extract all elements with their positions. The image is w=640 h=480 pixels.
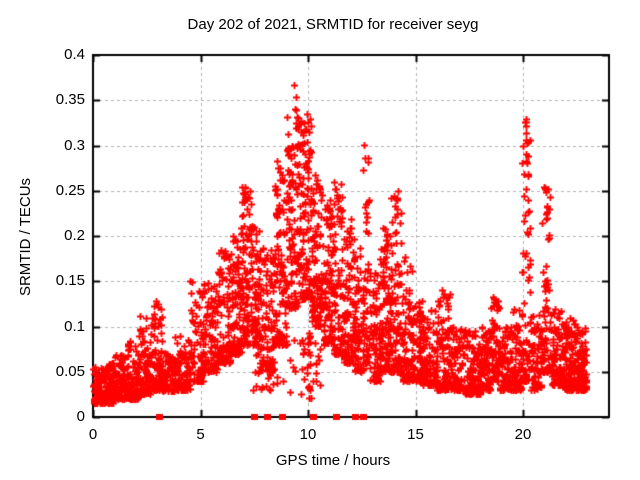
x-tick-label: 15 (407, 426, 424, 443)
y-tick-label: 0.05 (55, 362, 85, 380)
x-tick-label: 0 (88, 426, 98, 443)
y-tick-label: 0.3 (64, 136, 85, 154)
chart-title: Day 202 of 2021, SRMTID for receiver sey… (187, 16, 479, 33)
y-tick-label: 0.1 (64, 317, 85, 335)
x-tick-label: 20 (514, 426, 532, 443)
y-tick-label: 0.35 (55, 91, 85, 109)
y-tick-label: 0.25 (55, 181, 85, 199)
x-tick-label: 5 (196, 426, 205, 443)
y-tick-label: 0.4 (64, 46, 85, 63)
y-tick-label: 0.15 (55, 272, 85, 290)
x-tick-label: 10 (299, 426, 317, 443)
x-axis-label: GPS time / hours (275, 452, 391, 469)
y-tick-label: 0.2 (64, 227, 85, 244)
y-tick-label: 0 (76, 408, 85, 425)
